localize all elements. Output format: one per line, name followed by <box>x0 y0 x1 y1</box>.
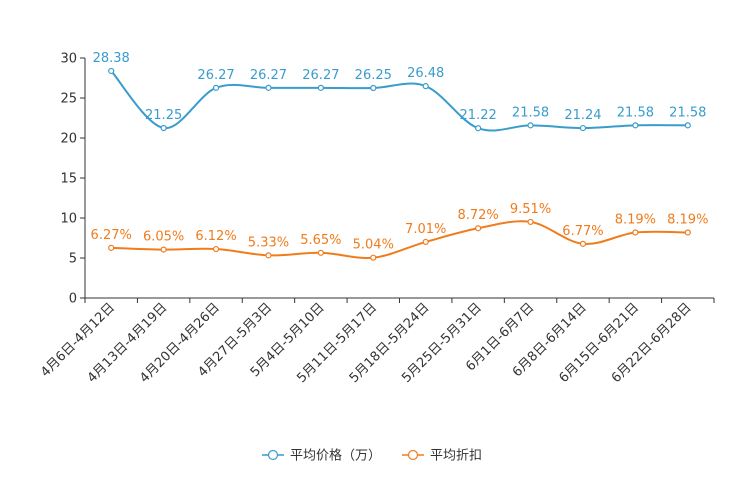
data-point <box>212 84 220 91</box>
y-tick-label: 15 <box>60 172 77 187</box>
data-label: 26.48 <box>407 66 444 81</box>
data-label: 8.72% <box>457 208 498 223</box>
data-point <box>684 229 691 236</box>
data-label: 5.65% <box>300 233 341 248</box>
data-point <box>265 252 272 259</box>
data-point <box>475 125 482 132</box>
data-point <box>422 238 429 246</box>
data-label: 6.05% <box>143 230 184 245</box>
y-tick-label: 25 <box>60 92 77 107</box>
legend-label: 平均折扣 <box>430 449 482 464</box>
legend-label: 平均价格（万） <box>290 448 381 464</box>
data-point <box>579 124 587 132</box>
legend-item[interactable]: 平均价格（万） <box>262 448 381 464</box>
data-label: 6.77% <box>562 224 603 239</box>
data-point <box>684 122 691 129</box>
y-tick-label: 10 <box>60 212 77 227</box>
data-label: 6.12% <box>195 229 236 244</box>
data-point <box>527 122 534 129</box>
legend-marker <box>267 449 279 461</box>
series-layer: 28.38 21.25 26.27 26.27 26.27 26.25 26.48 21.22… <box>91 51 708 261</box>
data-label: 21.58 <box>617 105 654 120</box>
data-point <box>579 240 587 247</box>
series-avg-discount: 6.27% 6.05% 6.12% 5.33% 5.65% 5.04% 7.01% 8.72%… <box>91 202 708 261</box>
data-label: 8.19% <box>667 212 708 227</box>
series-line <box>111 220 688 260</box>
data-label: 21.24 <box>564 108 601 123</box>
data-point <box>422 83 429 90</box>
data-label: 6.27% <box>91 228 132 243</box>
data-label: 21.25 <box>145 108 182 123</box>
legend-item[interactable]: 平均折扣 <box>402 449 482 464</box>
y-tick-label: 0 <box>69 292 77 307</box>
data-point <box>370 84 377 92</box>
data-label: 5.33% <box>248 235 289 250</box>
data-label: 21.58 <box>512 105 549 120</box>
data-label: 26.27 <box>197 68 234 83</box>
data-point <box>317 249 324 256</box>
data-point <box>527 218 534 226</box>
data-point <box>475 225 482 232</box>
data-label: 26.25 <box>355 68 392 83</box>
data-point <box>317 84 324 91</box>
axes: 0510152025304月6日-4月12日4月13日-4月19日4月20日-4… <box>38 52 715 386</box>
data-point <box>108 244 115 251</box>
data-point <box>212 245 220 253</box>
data-point <box>632 122 639 129</box>
data-point <box>160 246 167 253</box>
data-label: 21.22 <box>460 108 497 123</box>
data-point <box>370 254 377 261</box>
data-label: 28.38 <box>93 51 130 66</box>
y-tick-label: 5 <box>69 252 77 267</box>
y-tick-label: 30 <box>60 52 77 67</box>
data-label: 7.01% <box>405 222 446 237</box>
data-point <box>632 229 639 236</box>
data-label: 26.27 <box>302 68 339 83</box>
legend-marker <box>407 449 419 461</box>
data-point <box>108 67 115 75</box>
data-label: 26.27 <box>250 68 287 83</box>
series-avg-price: 28.38 21.25 26.27 26.27 26.27 26.25 26.48 21.22… <box>93 51 706 132</box>
data-label: 8.19% <box>615 212 656 227</box>
data-point <box>160 124 167 132</box>
data-label: 9.51% <box>510 202 551 217</box>
y-tick-label: 20 <box>60 132 77 147</box>
legend: 平均价格（万） 平均折扣 <box>262 448 482 464</box>
data-point <box>265 84 272 91</box>
data-label: 5.04% <box>353 238 394 253</box>
data-label: 21.58 <box>669 105 706 120</box>
